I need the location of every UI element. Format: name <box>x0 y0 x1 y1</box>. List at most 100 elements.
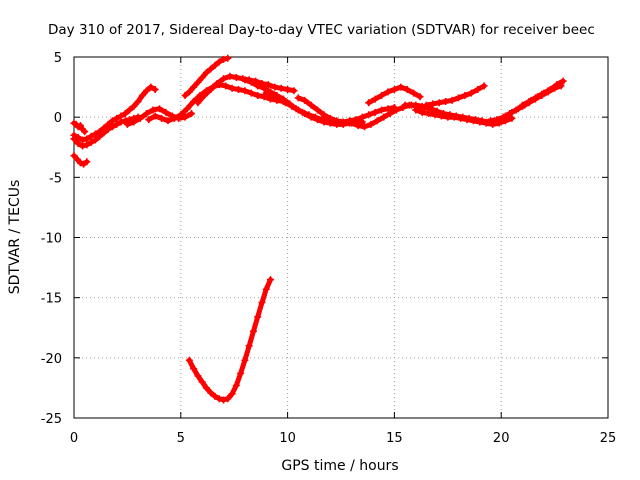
data-point <box>514 105 522 113</box>
data-point <box>461 92 469 100</box>
data-point <box>194 372 202 380</box>
data-point <box>215 395 223 403</box>
data-point <box>79 142 87 150</box>
data-point <box>234 85 242 93</box>
y-axis-label: SDTVAR / TECUs <box>7 180 23 295</box>
series-arc-4 <box>70 152 91 168</box>
data-point <box>444 113 452 121</box>
data-point <box>397 83 405 91</box>
data-point <box>371 95 379 103</box>
data-point <box>249 327 257 335</box>
data-point <box>149 106 157 114</box>
data-point <box>277 84 285 92</box>
data-point <box>301 96 309 104</box>
data-point <box>126 106 134 114</box>
data-point <box>358 113 366 121</box>
series-arc-3 <box>70 83 159 144</box>
data-point <box>151 85 159 93</box>
data-point <box>418 108 426 116</box>
data-point <box>207 85 215 93</box>
data-point <box>519 101 527 109</box>
data-point <box>198 378 206 386</box>
data-point <box>70 152 78 160</box>
data-point <box>307 101 315 109</box>
data-point <box>390 85 398 93</box>
data-point <box>437 112 445 120</box>
data-point <box>74 134 82 142</box>
data-point <box>177 111 185 119</box>
data-point <box>151 112 159 120</box>
data-point <box>155 105 163 113</box>
data-point <box>143 87 151 95</box>
data-point <box>134 98 142 106</box>
data-point <box>480 82 488 90</box>
data-point <box>194 99 202 107</box>
data-point <box>339 118 347 126</box>
data-point <box>463 116 471 124</box>
y-tick-label: 5 <box>54 51 62 66</box>
data-point <box>241 356 249 364</box>
chart-title: Day 310 of 2017, Sidereal Day-to-day VTE… <box>48 22 595 38</box>
data-point <box>254 82 262 90</box>
data-point <box>371 108 379 116</box>
data-point <box>104 120 112 128</box>
data-point <box>81 128 89 136</box>
data-point <box>121 110 129 118</box>
series-arc-19 <box>519 79 565 109</box>
data-point <box>401 101 409 109</box>
data-point <box>211 61 219 69</box>
data-point <box>260 84 268 92</box>
data-point <box>200 92 208 100</box>
data-point <box>158 114 166 122</box>
data-point <box>429 100 437 108</box>
data-point <box>181 92 189 100</box>
data-point <box>348 119 356 127</box>
y-tick-label: -20 <box>41 352 62 367</box>
data-point <box>467 89 475 97</box>
data-point <box>254 313 262 321</box>
data-point <box>83 141 91 149</box>
data-point <box>136 114 144 122</box>
data-point <box>220 75 228 83</box>
data-point <box>164 117 172 125</box>
data-point <box>288 102 296 110</box>
series-arc-13 <box>365 83 424 107</box>
data-point <box>320 118 328 126</box>
data-point <box>354 122 362 130</box>
data-point <box>117 118 125 126</box>
data-point <box>531 94 539 102</box>
data-point <box>314 106 322 114</box>
data-point <box>220 396 228 404</box>
series-arc-20 <box>185 276 275 404</box>
data-point <box>185 356 193 364</box>
data-point <box>117 112 125 120</box>
data-point <box>557 79 565 87</box>
x-tick-label: 20 <box>493 431 510 446</box>
data-point <box>170 114 178 122</box>
data-point <box>267 276 275 284</box>
data-point <box>416 93 424 101</box>
data-point <box>198 73 206 81</box>
data-point <box>100 124 108 132</box>
data-point <box>290 87 298 95</box>
data-point <box>147 83 155 91</box>
data-point <box>83 135 91 143</box>
data-point <box>130 118 138 126</box>
data-point <box>407 101 415 109</box>
data-point <box>232 382 240 390</box>
data-point <box>314 116 322 124</box>
data-point <box>271 83 279 91</box>
data-point <box>241 87 249 95</box>
data-point <box>378 92 386 100</box>
data-point <box>501 112 509 120</box>
data-point <box>281 99 289 107</box>
data-point <box>442 98 450 106</box>
data-point <box>241 76 249 84</box>
data-point <box>145 116 153 124</box>
data-point <box>87 138 95 146</box>
data-point <box>448 96 456 104</box>
data-point <box>232 73 240 81</box>
data-point <box>525 98 533 106</box>
data-point <box>454 94 462 102</box>
